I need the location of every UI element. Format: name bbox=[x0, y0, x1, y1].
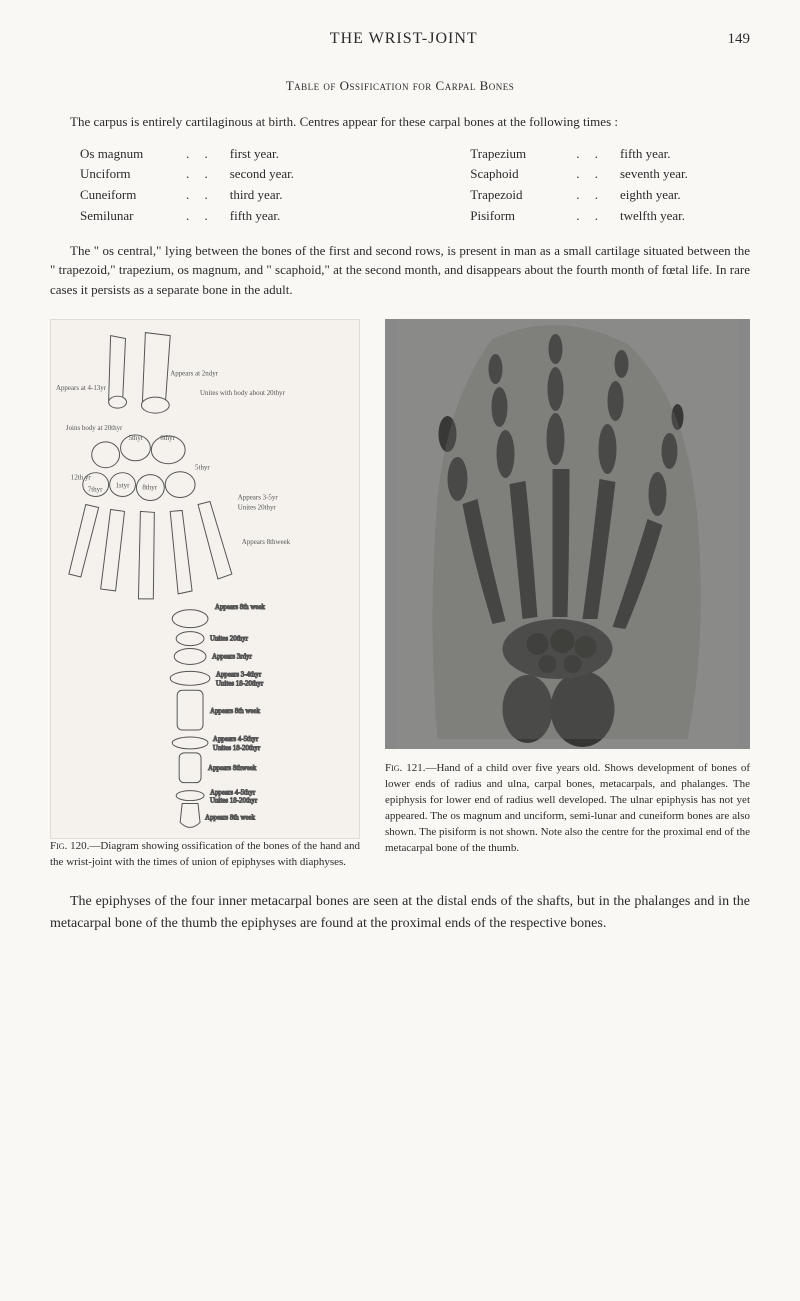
page-title: THE WRIST-JOINT bbox=[80, 30, 728, 48]
label-appears-8w2: Appears 8th week bbox=[215, 603, 266, 611]
bone-years-left: first year. second year. third year. fif… bbox=[230, 144, 330, 227]
label-appears-4-5: Appears 4-5thyr bbox=[213, 735, 259, 743]
bone-name: Pisiform bbox=[470, 206, 560, 227]
figure-120-container: Appears at 4-13yr Appears at 2ndyr Unite… bbox=[50, 319, 360, 871]
bone-year: first year. bbox=[230, 144, 330, 165]
label-7yr: 7thyr bbox=[88, 486, 103, 494]
bone-years-right: fifth year. seventh year. eighth year. t… bbox=[620, 144, 720, 227]
label-unites-body: Unites with body about 20thyr bbox=[200, 389, 285, 397]
fig121-caption: Fig. 121.—Hand of a child over five year… bbox=[385, 761, 750, 857]
label-appears-3-4: Appears 3-4thyr bbox=[216, 671, 262, 679]
second-paragraph: The " os central," lying between the bon… bbox=[50, 241, 750, 300]
label-appears-8w: Appears 8thweek bbox=[242, 538, 291, 546]
dots: . . bbox=[572, 206, 608, 227]
label-appears-8w3: Appears 8th week bbox=[210, 707, 261, 715]
bone-name: Unciform bbox=[80, 164, 170, 185]
bone-year: second year. bbox=[230, 164, 330, 185]
label-joins-body: Joins body at 20thyr bbox=[66, 424, 123, 432]
label-5yr: 5thyr bbox=[128, 434, 143, 442]
label-1yr: 1styr bbox=[116, 482, 131, 490]
label-5yr-b: 5thyr bbox=[195, 464, 210, 472]
label-appears-4-13: Appears at 4-13yr bbox=[56, 384, 107, 392]
bone-year: eighth year. bbox=[620, 185, 720, 206]
bone-year: seventh year. bbox=[620, 164, 720, 185]
figure-121-container: Fig. 121.—Hand of a child over five year… bbox=[385, 319, 750, 857]
bone-year: fifth year. bbox=[230, 206, 330, 227]
label-12yr: 12th yr bbox=[71, 474, 92, 482]
bone-names-left: Os magnum Unciform Cuneiform Semilunar bbox=[80, 144, 170, 227]
label-appears-4-5b: Appears 4-5thyr bbox=[210, 789, 256, 797]
label-unites-20: Unites 20thyr bbox=[238, 504, 277, 512]
page-number: 149 bbox=[728, 31, 751, 48]
xray-svg bbox=[385, 319, 750, 749]
bone-name: Os magnum bbox=[80, 144, 170, 165]
label-appears-3rd: Appears 3rdyr bbox=[212, 653, 253, 661]
bone-year: twelfth year. bbox=[620, 206, 720, 227]
bone-names-right: Trapezium Scaphoid Trapezoid Pisiform bbox=[470, 144, 560, 227]
dots: . . bbox=[572, 144, 608, 165]
fig120-caption-text: —Diagram showing ossification of the bon… bbox=[50, 840, 360, 868]
dots: . . bbox=[182, 206, 218, 227]
diagram-svg: Appears at 4-13yr Appears at 2ndyr Unite… bbox=[51, 320, 359, 838]
label-unites-18-20c: Unites 18-20thyr bbox=[210, 797, 258, 805]
label-unites-18-20: Unites 18-20thyr bbox=[216, 679, 264, 687]
label-appears-8w4: Appears 8thweek bbox=[208, 764, 257, 772]
dots: . . bbox=[182, 185, 218, 206]
dots: . . bbox=[182, 144, 218, 165]
bone-year: third year. bbox=[230, 185, 330, 206]
hand-ossification-diagram: Appears at 4-13yr Appears at 2ndyr Unite… bbox=[50, 319, 360, 839]
bone-year: fifth year. bbox=[620, 144, 720, 165]
hand-xray-image bbox=[385, 319, 750, 749]
label-8yr: 8thyr bbox=[142, 484, 157, 492]
fig120-label: Fig. 120. bbox=[50, 840, 89, 852]
bone-dots-right: . . . . . . . . bbox=[572, 144, 608, 227]
label-6yr: 6thyr bbox=[160, 434, 175, 442]
bone-ossification-table: Os magnum Unciform Cuneiform Semilunar .… bbox=[50, 144, 750, 227]
label-appears-3-5: Appears 3-5yr bbox=[238, 494, 279, 502]
label-appears-8w5: Appears 8th week bbox=[205, 814, 256, 822]
table-heading: Table of Ossification for Carpal Bones bbox=[50, 78, 750, 94]
bone-name: Cuneiform bbox=[80, 185, 170, 206]
dots: . . bbox=[572, 185, 608, 206]
bone-name: Trapezoid bbox=[470, 185, 560, 206]
bone-name: Semilunar bbox=[80, 206, 170, 227]
label-unites-18-20b: Unites 18-20thyr bbox=[213, 744, 261, 752]
dots: . . bbox=[182, 164, 218, 185]
intro-paragraph: The carpus is entirely cartilaginous at … bbox=[50, 112, 750, 132]
final-paragraph: The epiphyses of the four inner metacarp… bbox=[50, 891, 750, 936]
bone-dots-left: . . . . . . . . bbox=[182, 144, 218, 227]
dots: . . bbox=[572, 164, 608, 185]
bone-name: Trapezium bbox=[470, 144, 560, 165]
fig121-caption-text: —Hand of a child over five years old. Sh… bbox=[385, 762, 750, 854]
fig120-caption: Fig. 120.—Diagram showing ossification o… bbox=[50, 839, 360, 871]
bone-table-left: Os magnum Unciform Cuneiform Semilunar .… bbox=[80, 144, 330, 227]
label-appears-2nd: Appears at 2ndyr bbox=[170, 370, 218, 378]
label-unites-20b: Unites 20thyr bbox=[210, 635, 249, 643]
figures-container: Appears at 4-13yr Appears at 2ndyr Unite… bbox=[50, 319, 750, 871]
bone-table-right: Trapezium Scaphoid Trapezoid Pisiform . … bbox=[470, 144, 720, 227]
page-header: THE WRIST-JOINT 149 bbox=[50, 30, 750, 48]
bone-name: Scaphoid bbox=[470, 164, 560, 185]
fig121-label: Fig. 121. bbox=[385, 762, 425, 774]
